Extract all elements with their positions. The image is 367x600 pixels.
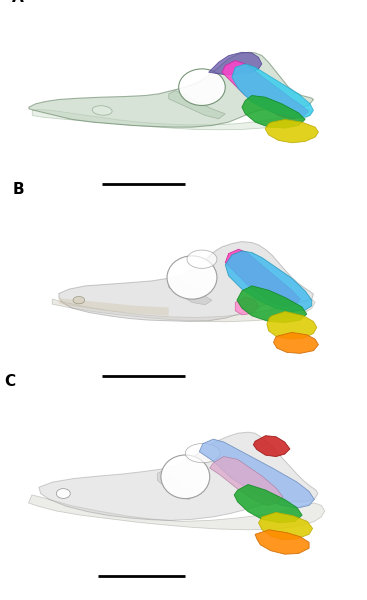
Polygon shape	[225, 249, 300, 307]
Polygon shape	[242, 95, 305, 128]
Polygon shape	[265, 119, 319, 143]
Polygon shape	[169, 91, 225, 119]
Polygon shape	[208, 52, 262, 75]
Ellipse shape	[185, 443, 220, 463]
Text: C: C	[4, 374, 15, 389]
Polygon shape	[157, 470, 196, 499]
Polygon shape	[29, 495, 325, 530]
Ellipse shape	[179, 69, 225, 106]
Ellipse shape	[56, 488, 70, 499]
Polygon shape	[267, 311, 317, 339]
Polygon shape	[29, 52, 313, 127]
Polygon shape	[235, 297, 258, 315]
Polygon shape	[234, 484, 302, 523]
Polygon shape	[225, 251, 312, 311]
Text: A: A	[12, 0, 24, 5]
Polygon shape	[59, 242, 313, 322]
Ellipse shape	[92, 106, 112, 115]
Polygon shape	[210, 457, 283, 505]
Ellipse shape	[167, 256, 217, 299]
Polygon shape	[222, 61, 308, 119]
Ellipse shape	[161, 455, 210, 499]
Polygon shape	[52, 299, 315, 322]
Polygon shape	[169, 278, 212, 305]
Polygon shape	[199, 439, 314, 508]
Ellipse shape	[73, 296, 85, 304]
Polygon shape	[273, 332, 319, 353]
Ellipse shape	[187, 250, 217, 268]
Polygon shape	[255, 530, 309, 554]
Polygon shape	[59, 298, 169, 316]
Polygon shape	[258, 512, 313, 539]
Polygon shape	[253, 436, 290, 457]
Polygon shape	[232, 64, 313, 118]
Polygon shape	[32, 109, 312, 130]
Polygon shape	[39, 432, 318, 520]
Polygon shape	[237, 286, 307, 322]
Text: B: B	[12, 182, 24, 197]
